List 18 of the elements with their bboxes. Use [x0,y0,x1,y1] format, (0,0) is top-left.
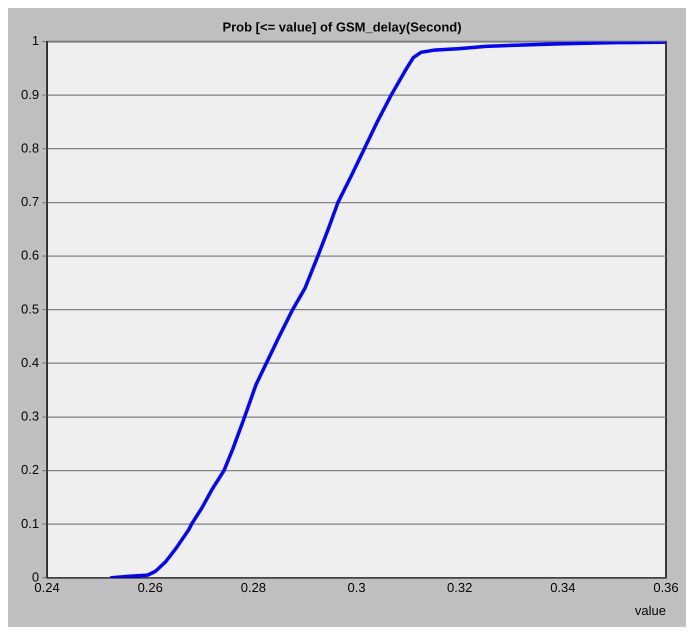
x-tick-label: 0.3 [347,580,366,596]
x-tick-label: 0.36 [653,580,679,596]
y-tick-label: 0.5 [20,301,40,316]
x-tick-label: 0.32 [447,580,472,596]
y-tick-label: 0.8 [20,140,40,156]
y-tick-label: 0.6 [20,248,40,263]
y-tick-label: 0.4 [20,354,40,370]
x-tick-label: 0.26 [138,580,163,596]
y-tick-label: 0.2 [20,462,40,478]
y-tick-label: 0.9 [20,86,40,102]
x-axis-title: value [634,602,666,618]
y-tick-label: 0.7 [20,194,40,210]
x-tick-label: 0.34 [550,580,576,596]
y-tick-label: 0.1 [20,516,40,531]
y-tick-label: 1 [32,33,40,48]
chart-title: Prob [<= value] of GSM_delay(Second) [222,19,462,34]
x-tick-label: 0.28 [240,580,266,596]
y-tick-label: 0.3 [20,408,40,424]
